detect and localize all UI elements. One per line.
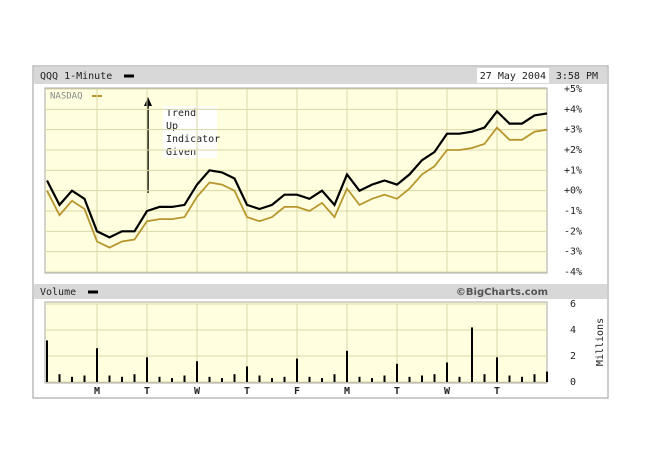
- volume-bar: [246, 366, 248, 382]
- legend-label: Volume: [40, 287, 76, 298]
- date: 27 May 2004: [480, 71, 546, 82]
- volume-bar: [521, 376, 523, 382]
- volume-bar: [358, 376, 361, 382]
- time: 3:58 PM: [556, 71, 598, 82]
- y-tick-label: -3%: [564, 247, 582, 258]
- y-tick-label: 2: [570, 351, 576, 362]
- source: ©BigCharts.com: [456, 287, 548, 298]
- volume-bar: [58, 374, 61, 382]
- volume-bar: [258, 375, 261, 382]
- volume-bar: [421, 375, 423, 382]
- volume-bar: [196, 361, 198, 382]
- volume-bar: [133, 374, 136, 382]
- volume-bar: [208, 376, 211, 382]
- y-tick-label: +5%: [564, 84, 582, 95]
- volume-bar: [283, 376, 286, 382]
- price-line: [46, 126, 548, 249]
- volume-bar: [108, 375, 111, 382]
- legend-label: QQQ 1-Minute: [40, 71, 112, 82]
- x-tick-label: T: [394, 386, 400, 397]
- y-tick-label: +3%: [564, 125, 582, 136]
- y-tick-label: -2%: [564, 226, 582, 237]
- volume-bar: [183, 375, 186, 382]
- y-tick-label: +4%: [564, 104, 582, 115]
- volume-bar: [483, 374, 486, 382]
- volume-bar: [383, 375, 386, 382]
- x-tick-label: T: [144, 386, 150, 397]
- date-box: [477, 68, 549, 83]
- x-tick-label: M: [344, 386, 350, 397]
- volume-bar: [158, 376, 161, 382]
- y-tick-label: -1%: [564, 206, 582, 217]
- annotation: Trend: [166, 108, 196, 119]
- volume-bar: [271, 378, 273, 382]
- annotation: Up: [166, 121, 178, 132]
- volume-bar: [533, 374, 536, 382]
- y-tick-label: +2%: [564, 145, 582, 156]
- y-tick-label: 0: [570, 377, 576, 388]
- volume-bar: [496, 357, 498, 382]
- volume-bar: [121, 376, 123, 382]
- volume-bar: [233, 374, 236, 382]
- arrow-head: [144, 97, 152, 106]
- volume-bar: [433, 374, 436, 382]
- volume-bar: [83, 375, 86, 382]
- volume-bar: [408, 376, 411, 382]
- volume-bar: [371, 378, 373, 382]
- price-line: [46, 109, 548, 239]
- y-tick-label: 4: [570, 325, 576, 336]
- volume-bar: [321, 378, 323, 382]
- y-axis-label: Millions: [595, 318, 606, 366]
- volume-bar: [146, 357, 148, 382]
- volume-bar: [71, 376, 73, 382]
- volume-header: [34, 284, 607, 299]
- x-tick-label: T: [244, 386, 250, 397]
- x-tick-label: F: [294, 386, 300, 397]
- volume-bar: [396, 363, 398, 382]
- annotation: Given: [166, 147, 196, 158]
- volume-bar: [46, 340, 48, 382]
- volume-bar: [221, 378, 223, 382]
- y-tick-label: -4%: [564, 267, 582, 278]
- volume-bar: [333, 374, 336, 382]
- volume-bar: [96, 348, 98, 382]
- volume-bar: [546, 371, 548, 382]
- volume-bar: [458, 376, 461, 382]
- annotation-box: [163, 106, 217, 158]
- volume-bar: [308, 376, 311, 382]
- x-tick-label: W: [194, 386, 201, 397]
- y-tick-label: +1%: [564, 165, 582, 176]
- price-plot: [44, 87, 548, 274]
- x-tick-label: W: [444, 386, 451, 397]
- volume-bar: [471, 327, 473, 382]
- y-tick-label: +0%: [564, 186, 582, 197]
- volume-bar: [346, 350, 348, 382]
- volume-bar: [296, 358, 298, 382]
- x-tick-label: T: [494, 386, 500, 397]
- price-header: [34, 67, 607, 84]
- y-tick-label: 6: [570, 299, 576, 310]
- annotation: Indicator: [166, 134, 220, 145]
- volume-bar: [446, 362, 448, 382]
- x-tick-label: M: [94, 386, 100, 397]
- volume-bar: [508, 375, 511, 382]
- legend-label: NASDAQ: [50, 92, 83, 102]
- volume-bar: [171, 378, 173, 382]
